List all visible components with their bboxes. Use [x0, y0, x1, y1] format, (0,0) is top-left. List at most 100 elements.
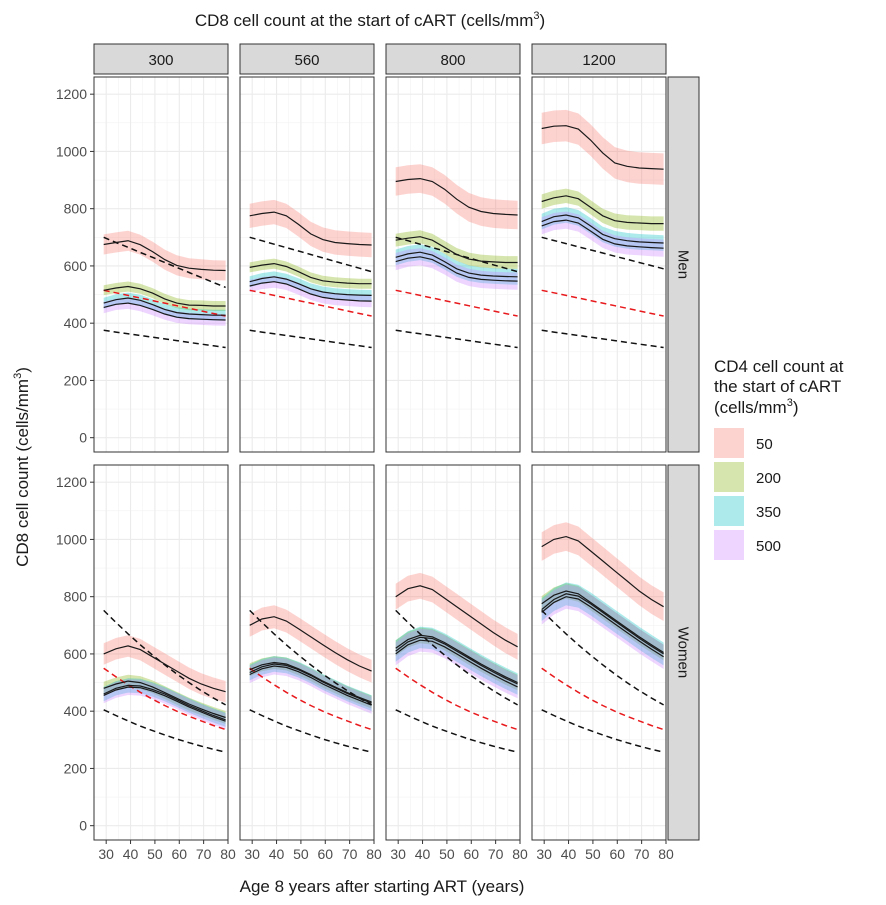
x-tick-label: 30 — [390, 846, 406, 862]
panel-border — [385, 464, 521, 841]
reference-line-black — [541, 609, 664, 706]
confidence-band-200 — [395, 230, 518, 269]
series-line-500 — [541, 219, 664, 249]
y-tick-label: 1200 — [56, 86, 87, 102]
panel-background — [94, 465, 228, 840]
series-line-500 — [249, 281, 372, 302]
panel-border — [239, 76, 375, 453]
facet-strip-label: 800 — [440, 52, 465, 69]
confidence-band-350 — [395, 626, 518, 695]
panel-border — [93, 76, 229, 453]
reference-line-red — [249, 289, 372, 317]
series-line-350 — [395, 636, 518, 685]
facet-strip-label: 560 — [294, 52, 319, 69]
series-line-500 — [103, 686, 226, 722]
confidence-band-50 — [395, 572, 518, 660]
panel-men-1200 — [531, 76, 667, 453]
y-tick-label: 1000 — [56, 531, 87, 547]
legend-key-50 — [714, 428, 744, 458]
reference-line-red — [541, 289, 664, 317]
reference-line-black — [103, 329, 226, 349]
series-line-500 — [103, 302, 226, 321]
panel-men-300 — [93, 76, 229, 453]
series-line-350 — [103, 684, 226, 721]
series-line-200 — [103, 285, 226, 307]
reference-line-black — [541, 709, 664, 753]
series-line-500 — [541, 596, 664, 658]
y-tick-label: 400 — [64, 315, 88, 331]
series-line-200 — [395, 634, 518, 684]
y-tick-label: 600 — [64, 646, 88, 662]
reference-line-black — [249, 609, 372, 706]
reference-line-black — [395, 609, 518, 706]
confidence-band-350 — [541, 207, 664, 251]
confidence-band-50 — [249, 605, 372, 683]
x-tick-label: 70 — [488, 846, 504, 862]
confidence-band-200 — [541, 583, 664, 661]
x-tick-label: 30 — [536, 846, 552, 862]
x-tick-label: 40 — [561, 846, 577, 862]
legend-key-500 — [714, 530, 744, 560]
series-line-50 — [541, 535, 664, 608]
series-line-350 — [249, 663, 372, 704]
y-tick-label: 200 — [64, 760, 88, 776]
y-axis-label: CD8 cell count (cells/mm3) — [12, 367, 32, 567]
panel-men-560 — [239, 76, 375, 453]
panel-women-560 — [239, 464, 375, 841]
panel-background — [94, 77, 228, 452]
y-tick-label: 400 — [64, 703, 88, 719]
legend-label: 50 — [756, 436, 773, 453]
x-tick-label: 40 — [269, 846, 285, 862]
x-tick-label: 70 — [196, 846, 212, 862]
confidence-band-50 — [103, 635, 226, 703]
x-axis-label: Age 8 years after starting ART (years) — [240, 877, 525, 896]
x-tick-label: 60 — [317, 846, 333, 862]
x-tick-label: 80 — [366, 846, 382, 862]
legend-title-line-1: CD4 cell count at — [714, 357, 844, 376]
confidence-band-200 — [103, 281, 226, 311]
series-line-350 — [249, 276, 372, 296]
reference-line-black — [103, 609, 226, 706]
x-tick-label: 70 — [342, 846, 358, 862]
confidence-band-200 — [395, 627, 518, 691]
panel-border — [239, 464, 375, 841]
confidence-band-200 — [249, 258, 372, 289]
row-strip-women — [667, 464, 700, 841]
x-tick-label: 50 — [293, 846, 309, 862]
reference-line-black — [103, 709, 226, 753]
y-tick-label: 800 — [64, 589, 88, 605]
series-line-50 — [395, 177, 518, 216]
reference-line-black — [541, 236, 664, 270]
legend: CD4 cell count at the start of cART (cel… — [714, 357, 844, 560]
x-tick-label: 40 — [415, 846, 431, 862]
x-tick-label: 50 — [147, 846, 163, 862]
y-tick-label: 800 — [64, 201, 88, 217]
row-strip-men — [667, 76, 700, 453]
y-tick-label: 1000 — [56, 143, 87, 159]
x-tick-label: 80 — [220, 846, 236, 862]
legend-label: 500 — [756, 538, 781, 555]
series-line-200 — [249, 661, 372, 703]
legend-label: 200 — [756, 470, 781, 487]
x-tick-label: 40 — [123, 846, 139, 862]
y-tick-label: 1200 — [56, 474, 87, 490]
row-strip-label: Women — [675, 627, 692, 678]
confidence-band-500 — [103, 679, 226, 730]
facet-strip-label: 300 — [148, 52, 173, 69]
y-tick-label: 0 — [79, 818, 87, 834]
series-line-200 — [395, 236, 518, 264]
x-tick-label: 80 — [658, 846, 674, 862]
x-tick-label: 30 — [98, 846, 114, 862]
facet-strip-label: 1200 — [582, 52, 615, 69]
reference-line-red — [103, 289, 226, 317]
x-tick-label: 60 — [463, 846, 479, 862]
legend-key-350 — [714, 496, 744, 526]
confidence-band-350 — [541, 582, 664, 666]
series-line-500 — [395, 256, 518, 282]
reference-line-black — [541, 329, 664, 349]
panel-women-300 — [93, 464, 229, 841]
series-line-200 — [103, 680, 226, 719]
x-tick-label: 60 — [171, 846, 187, 862]
